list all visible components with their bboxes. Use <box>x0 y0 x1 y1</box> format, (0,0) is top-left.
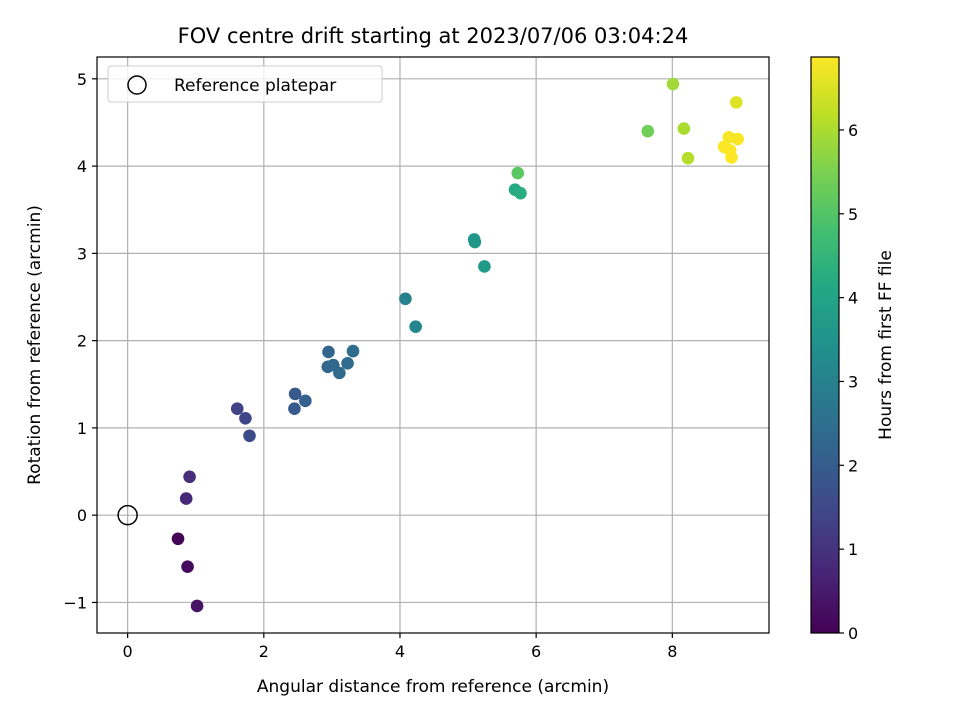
scatter-point <box>641 124 655 138</box>
colorbar-tick-label: 0 <box>848 624 858 643</box>
scatter-point <box>333 366 346 380</box>
legend-marker-icon <box>127 75 147 95</box>
colorbar: 0 1 2 3 4 5 6 Hours from first FF file <box>810 56 896 643</box>
y-tick-label: 2 <box>77 332 87 351</box>
y-tick-label: 3 <box>77 244 87 263</box>
colorbar-tick-label: 1 <box>848 540 858 559</box>
colorbar-tick-label: 3 <box>848 372 858 391</box>
colorbar-ticks: 0 1 2 3 4 5 6 <box>839 121 858 643</box>
x-tick-label: 0 <box>123 642 133 661</box>
scatter-point <box>190 599 204 613</box>
scatter-point <box>288 387 302 401</box>
y-tick-label: −1 <box>63 593 87 612</box>
x-axis-label: Angular distance from reference (arcmin) <box>257 677 609 697</box>
colorbar-tick-label: 5 <box>848 205 858 224</box>
scatter-point <box>341 357 354 370</box>
scatter-point <box>478 260 491 273</box>
colorbar-tick-label: 2 <box>848 456 858 475</box>
scatter-point <box>299 394 312 408</box>
plot-frame <box>96 56 770 634</box>
scatter-point <box>239 412 252 425</box>
scatter-point <box>666 77 680 91</box>
x-axis-ticks: 0 2 4 6 8 <box>123 633 677 661</box>
data-points <box>117 77 744 613</box>
reference-platepar-marker <box>117 504 138 526</box>
scatter-point <box>179 492 193 505</box>
scatter-point <box>243 429 256 443</box>
x-tick-label: 6 <box>531 642 541 661</box>
scatter-point <box>183 470 196 484</box>
colorbar-gradient <box>810 56 840 634</box>
scatter-point <box>677 122 691 135</box>
scatter-point <box>288 402 301 416</box>
colorbar-label: Hours from first FF file <box>876 250 896 440</box>
scatter-point <box>322 345 335 359</box>
scatter-point <box>730 96 743 109</box>
x-tick-label: 8 <box>667 642 677 661</box>
scatter-point <box>346 344 360 358</box>
scatter-point <box>399 292 412 306</box>
scatter-point <box>681 151 695 165</box>
colorbar-tick-label: 6 <box>848 121 858 140</box>
scatter-point <box>514 186 527 200</box>
grid <box>97 57 769 633</box>
y-axis-ticks: −1 0 1 2 3 4 5 <box>63 70 97 612</box>
scatter-point <box>468 235 482 249</box>
scatter-point <box>181 560 194 573</box>
legend-label: Reference platepar <box>174 76 336 96</box>
y-tick-label: 1 <box>77 419 87 438</box>
scatter-point <box>409 320 422 333</box>
colorbar-tick-label: 4 <box>848 289 858 308</box>
y-tick-label: 5 <box>77 70 87 89</box>
scatter-point <box>725 151 738 164</box>
legend: Reference platepar <box>107 65 383 103</box>
x-tick-label: 4 <box>395 642 405 661</box>
y-tick-label: 0 <box>77 506 87 525</box>
chart-title: FOV centre drift starting at 2023/07/06 … <box>178 24 689 48</box>
legend-box <box>107 65 383 103</box>
y-tick-label: 4 <box>77 157 87 176</box>
x-tick-label: 2 <box>259 642 269 661</box>
scatter-point <box>731 132 744 146</box>
scatter-point <box>511 166 525 180</box>
scatter-point <box>171 532 185 546</box>
y-axis-label: Rotation from reference (arcmin) <box>25 205 45 485</box>
scatter-point <box>230 402 244 416</box>
